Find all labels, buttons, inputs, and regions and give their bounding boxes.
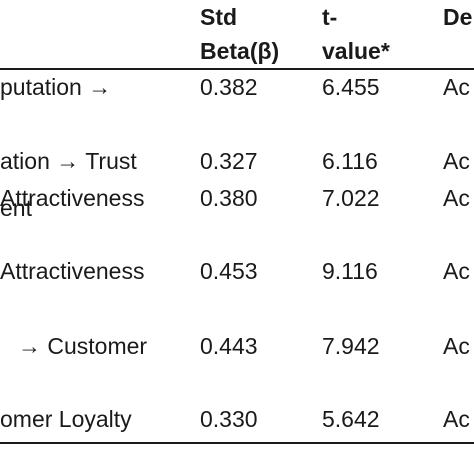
row-4-decision: Ac — [443, 258, 470, 284]
header-decision: De — [443, 4, 473, 30]
row-5-decision: Ac — [443, 333, 470, 359]
row-4-hypothesis: Attractiveness — [0, 258, 145, 284]
row-1-hypothesis: putation → — [0, 74, 112, 100]
header-t-value-line1: t- — [322, 4, 338, 30]
bottom-rule — [0, 442, 474, 444]
row-3-hypothesis-line2: ent — [0, 195, 32, 221]
row-2-std-beta: 0.327 — [200, 148, 258, 174]
row-4-std-beta: 0.453 — [200, 258, 258, 284]
row-1-decision: Ac — [443, 74, 470, 100]
row-5-std-beta: 0.443 — [200, 333, 258, 359]
row-2-t-value: 6.116 — [322, 148, 378, 174]
row-2-decision: Ac — [443, 148, 470, 174]
header-std-beta-line1: Std — [200, 4, 238, 30]
row-3-hypothesis: Attractiveness — [0, 185, 145, 211]
row-3-decision: Ac — [443, 185, 470, 211]
row-4-t-value: 9.116 — [322, 258, 378, 284]
row-5-t-value: 7.942 — [322, 333, 380, 359]
row-1-t-value: 6.455 — [322, 74, 380, 100]
row-1-std-beta: 0.382 — [200, 74, 258, 100]
row-6-hypothesis: omer Loyalty — [0, 406, 132, 432]
header-std-beta-line2: Beta(β) — [200, 38, 280, 64]
row-3-std-beta: 0.380 — [200, 185, 258, 211]
row-2-hypothesis: ation → Trust — [0, 148, 137, 174]
row-6-std-beta: 0.330 — [200, 406, 258, 432]
row-3-t-value: 7.022 — [322, 185, 380, 211]
header-rule — [0, 68, 474, 70]
header-t-value-line2: value* — [322, 38, 390, 64]
row-5-hypothesis: → Customer — [18, 333, 148, 359]
row-6-decision: Ac — [443, 406, 470, 432]
row-6-t-value: 5.642 — [322, 406, 380, 432]
